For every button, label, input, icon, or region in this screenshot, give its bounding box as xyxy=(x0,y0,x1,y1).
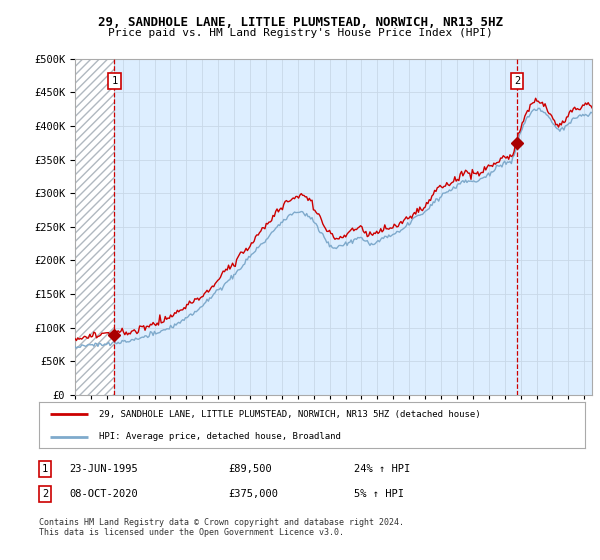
Text: 2: 2 xyxy=(42,489,48,499)
Text: 29, SANDHOLE LANE, LITTLE PLUMSTEAD, NORWICH, NR13 5HZ: 29, SANDHOLE LANE, LITTLE PLUMSTEAD, NOR… xyxy=(97,16,503,29)
Text: 1: 1 xyxy=(42,464,48,474)
Text: 24% ↑ HPI: 24% ↑ HPI xyxy=(354,464,410,474)
Text: HPI: Average price, detached house, Broadland: HPI: Average price, detached house, Broa… xyxy=(99,432,341,441)
Text: £89,500: £89,500 xyxy=(228,464,272,474)
Text: Contains HM Land Registry data © Crown copyright and database right 2024.
This d: Contains HM Land Registry data © Crown c… xyxy=(39,518,404,538)
Text: 2: 2 xyxy=(514,76,520,86)
Text: 23-JUN-1995: 23-JUN-1995 xyxy=(69,464,138,474)
Text: 1: 1 xyxy=(112,76,118,86)
Bar xyxy=(75,59,115,395)
Text: 5% ↑ HPI: 5% ↑ HPI xyxy=(354,489,404,499)
Text: 29, SANDHOLE LANE, LITTLE PLUMSTEAD, NORWICH, NR13 5HZ (detached house): 29, SANDHOLE LANE, LITTLE PLUMSTEAD, NOR… xyxy=(99,410,481,419)
Text: 08-OCT-2020: 08-OCT-2020 xyxy=(69,489,138,499)
Text: £375,000: £375,000 xyxy=(228,489,278,499)
Text: Price paid vs. HM Land Registry's House Price Index (HPI): Price paid vs. HM Land Registry's House … xyxy=(107,28,493,38)
